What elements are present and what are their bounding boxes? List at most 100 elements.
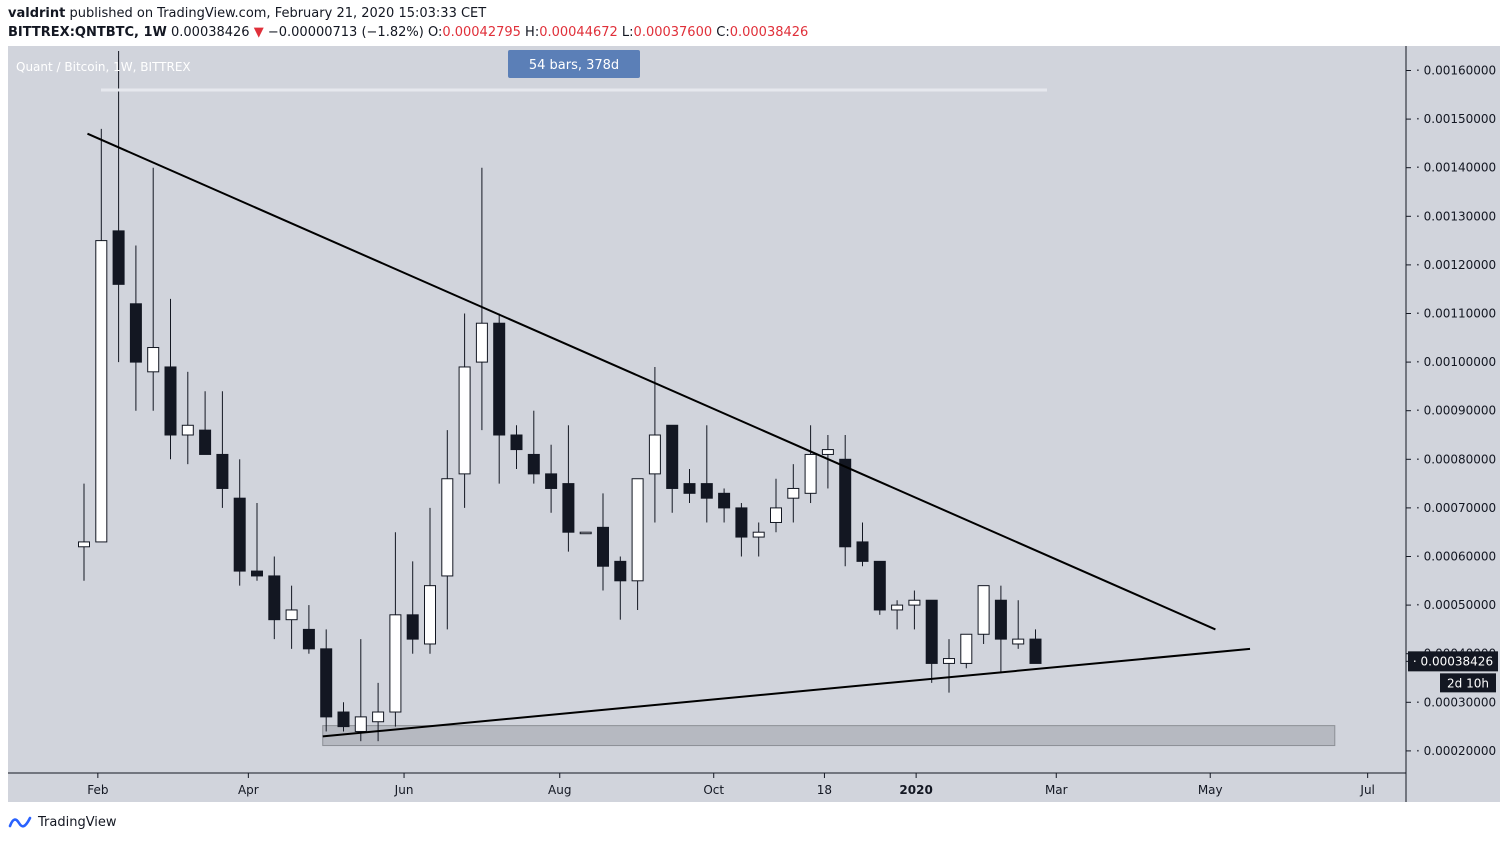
candle[interactable]	[268, 556, 281, 640]
candle[interactable]	[545, 444, 558, 513]
candle-body-up	[787, 487, 800, 499]
candle-body-up	[960, 633, 973, 664]
candle-body-up	[95, 240, 108, 543]
candle-body-up	[372, 711, 385, 723]
candle-body-up	[752, 531, 765, 538]
candle[interactable]	[95, 128, 108, 543]
candle[interactable]	[994, 585, 1007, 674]
price-change: −0.00000713 (−1.82%)	[267, 25, 424, 40]
candle[interactable]	[181, 371, 194, 465]
candle-body-up	[631, 478, 644, 582]
candle[interactable]	[804, 425, 817, 504]
author-name[interactable]: valdrint	[8, 6, 66, 21]
candle-body-up	[354, 716, 367, 732]
y-tick-label: · 0.00120000	[1416, 258, 1496, 272]
down-arrow-icon: ▼	[253, 25, 264, 40]
y-tick-label: · 0.00030000	[1416, 695, 1496, 709]
candle[interactable]	[233, 459, 246, 586]
candle[interactable]	[441, 430, 454, 630]
candle-body-down	[718, 492, 731, 509]
candle[interactable]	[908, 590, 921, 630]
candle[interactable]	[302, 605, 315, 654]
candle-body-up	[458, 366, 471, 475]
candle[interactable]	[320, 629, 333, 732]
candle-body-down	[562, 483, 575, 533]
candle[interactable]	[925, 599, 938, 683]
y-tick-label: · 0.00100000	[1416, 355, 1496, 369]
candle-body-down	[545, 473, 558, 489]
candle[interactable]	[1012, 600, 1025, 649]
candle[interactable]	[683, 469, 696, 504]
brand-name[interactable]: TradingView	[38, 814, 117, 830]
candle[interactable]	[337, 702, 350, 732]
candle[interactable]	[597, 493, 609, 591]
candle-body-up	[285, 609, 298, 621]
candle-body-down	[839, 458, 852, 548]
candle[interactable]	[770, 478, 782, 533]
candle[interactable]	[112, 51, 125, 363]
candle[interactable]	[873, 560, 886, 615]
candle-body-up	[181, 424, 194, 436]
candle[interactable]	[458, 313, 471, 508]
candle[interactable]	[527, 410, 540, 484]
high-value: 0.00044672	[539, 25, 618, 40]
candle[interactable]	[718, 488, 731, 523]
candle[interactable]	[700, 425, 713, 523]
candle-body-up	[770, 507, 782, 523]
candle[interactable]	[821, 435, 834, 489]
candle-body-down	[233, 497, 246, 572]
candle[interactable]	[735, 503, 748, 557]
candle-body-up	[908, 599, 921, 606]
candle[interactable]	[147, 167, 160, 411]
candle[interactable]	[614, 556, 627, 620]
candle[interactable]	[389, 532, 402, 727]
candle[interactable]	[666, 424, 679, 513]
plot-area[interactable]	[8, 46, 1406, 773]
candle[interactable]	[960, 633, 973, 669]
candle-body-down	[994, 599, 1007, 640]
candle[interactable]	[199, 391, 212, 455]
support-trendline[interactable]	[322, 647, 1251, 738]
last-price: 0.00038426	[171, 25, 250, 40]
y-tick-label: · 0.00140000	[1416, 161, 1496, 175]
candle-body-down	[510, 434, 523, 451]
candle[interactable]	[579, 531, 592, 535]
candle[interactable]	[510, 425, 523, 470]
candle[interactable]	[787, 464, 800, 523]
candle[interactable]	[562, 425, 575, 552]
candle[interactable]	[285, 585, 298, 649]
candle[interactable]	[475, 167, 488, 431]
support-zone[interactable]	[322, 725, 1336, 747]
candle-body-up	[648, 434, 661, 475]
candle-body-down	[856, 541, 869, 562]
candle-body-down	[527, 453, 540, 475]
candle[interactable]	[891, 600, 904, 630]
candle-body-up	[424, 585, 436, 645]
candle[interactable]	[216, 391, 229, 508]
candle[interactable]	[251, 503, 263, 581]
countdown-label: 2d 10h	[1447, 676, 1489, 690]
candle[interactable]	[406, 561, 419, 654]
candle[interactable]	[354, 639, 367, 742]
candle-body-down	[129, 303, 142, 363]
candle[interactable]	[752, 522, 765, 557]
candle[interactable]	[78, 483, 90, 581]
resistance-trendline[interactable]	[87, 132, 1216, 631]
candle-body-down	[164, 366, 177, 436]
candle[interactable]	[977, 585, 990, 644]
candle[interactable]	[129, 245, 142, 411]
time-axis[interactable]	[8, 773, 1406, 802]
symbol-label: BITTREX:QNTBTC, 1W	[8, 25, 167, 40]
candle[interactable]	[424, 507, 436, 654]
candle[interactable]	[943, 639, 955, 693]
candle[interactable]	[856, 522, 869, 567]
candle[interactable]	[164, 298, 177, 460]
candle[interactable]	[648, 366, 661, 523]
x-tick-label: 18	[817, 783, 832, 797]
x-tick-label: Apr	[238, 783, 259, 797]
candle[interactable]	[1029, 629, 1042, 664]
candle[interactable]	[839, 435, 852, 567]
candle[interactable]	[493, 313, 506, 484]
candle[interactable]	[631, 478, 644, 610]
